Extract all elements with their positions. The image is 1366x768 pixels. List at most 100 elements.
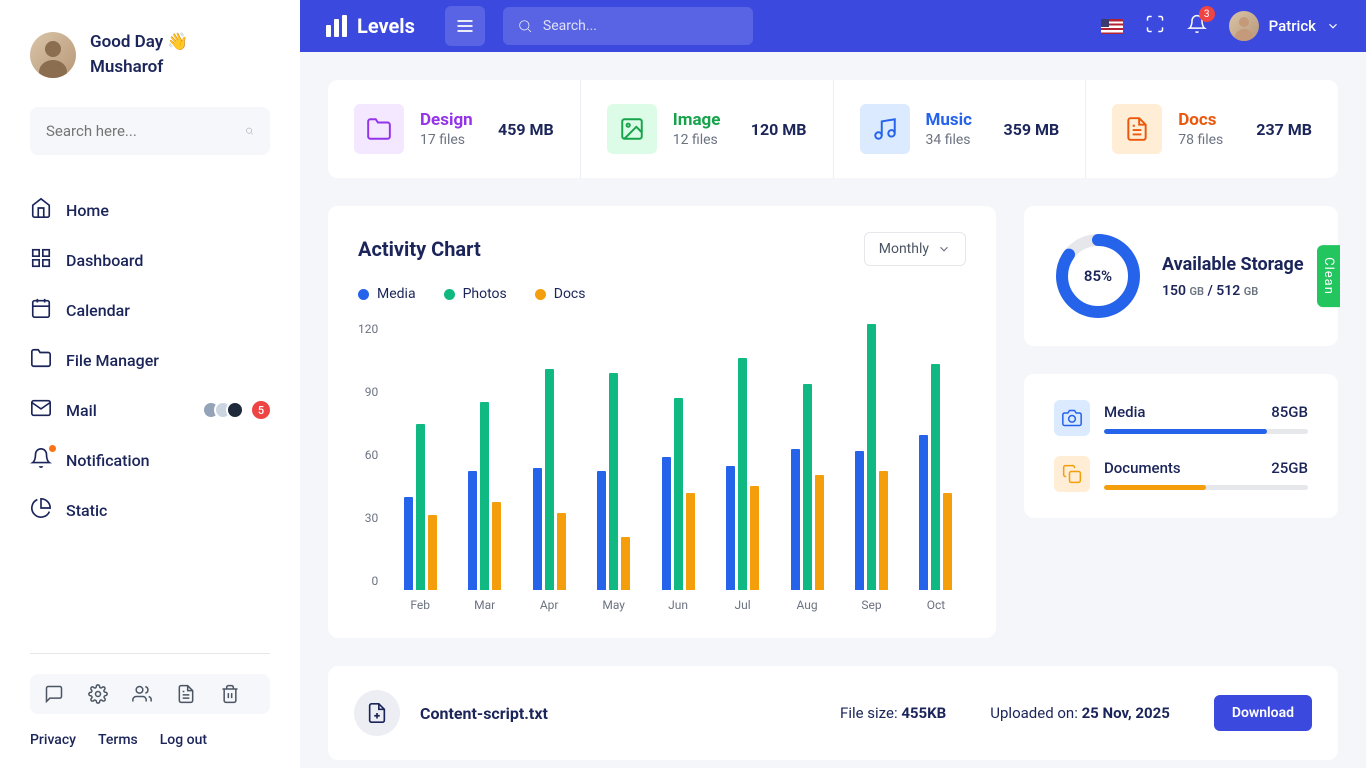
y-axis: 1209060300 (358, 322, 390, 612)
bar (404, 497, 413, 590)
storage-amount: 150 GB / 512 GB (1162, 283, 1304, 299)
nav-item-notification[interactable]: Notification (30, 435, 270, 485)
legend-item: Docs (535, 286, 586, 302)
usage-item-documents: Documents25GB (1054, 456, 1308, 492)
mail-icon (30, 397, 52, 419)
usage-bar (1104, 485, 1308, 490)
y-tick: 120 (358, 322, 378, 336)
avatar (1229, 11, 1259, 41)
logo[interactable]: Levels (326, 14, 415, 38)
stat-card-music[interactable]: Music34 files359 MB (834, 80, 1087, 178)
nav-item-calendar[interactable]: Calendar (30, 285, 270, 335)
clean-badge[interactable]: Clean (1317, 245, 1340, 307)
camera-icon (1054, 400, 1090, 436)
document-icon[interactable] (176, 684, 196, 704)
usage-panel: Media85GBDocuments25GB (1024, 374, 1338, 518)
nav-item-home[interactable]: Home (30, 185, 270, 235)
stat-size: 237 MB (1256, 120, 1312, 139)
stat-card-image[interactable]: Image12 files120 MB (581, 80, 834, 178)
month-group: Sep (842, 324, 902, 612)
search-icon (517, 18, 533, 34)
trash-icon[interactable] (220, 684, 240, 704)
stat-title: Design (420, 110, 482, 130)
footer-link-terms[interactable]: Terms (98, 732, 138, 748)
bars-area: FebMarAprMayJunJulAugSepOct (390, 322, 966, 612)
usage-label: Documents (1104, 459, 1181, 477)
flag-icon[interactable] (1101, 19, 1123, 34)
bar (791, 449, 800, 591)
chat-icon[interactable] (44, 684, 64, 704)
bar (686, 493, 695, 591)
folder-icon (354, 104, 404, 154)
stat-size: 459 MB (498, 120, 554, 139)
nav-item-static[interactable]: Static (30, 485, 270, 535)
stat-title: Image (673, 110, 735, 130)
footer-link-log-out[interactable]: Log out (160, 732, 207, 748)
brand-name: Levels (357, 14, 415, 38)
header: Levels 3 Patrick (300, 0, 1366, 52)
bar (931, 364, 940, 590)
mail-badge: 5 (208, 401, 270, 419)
month-group: Apr (519, 324, 579, 612)
settings-icon[interactable] (88, 684, 108, 704)
tool-row (30, 674, 270, 714)
grid-icon (30, 247, 52, 269)
user-profile[interactable]: Good Day 👋 Musharof (30, 30, 270, 79)
bar (738, 358, 747, 591)
x-label: Jul (735, 598, 751, 612)
download-button[interactable]: Download (1214, 695, 1312, 731)
file-icon (1112, 104, 1162, 154)
nav-label: Mail (66, 401, 97, 420)
stat-card-design[interactable]: Design17 files459 MB (328, 80, 581, 178)
legend-item: Photos (444, 286, 507, 302)
month-group: Oct (906, 324, 966, 612)
header-search[interactable] (503, 7, 753, 45)
legend-item: Media (358, 286, 416, 302)
image-icon (607, 104, 657, 154)
storage-ring: 85% (1054, 232, 1142, 320)
stat-files: 34 files (926, 132, 988, 148)
nav-item-dashboard[interactable]: Dashboard (30, 235, 270, 285)
usage-label: Media (1104, 403, 1146, 421)
nav-label: Dashboard (66, 251, 143, 270)
chevron-down-icon (937, 242, 951, 256)
bar (492, 502, 501, 591)
bar (879, 471, 888, 591)
folder-icon (30, 347, 52, 369)
activity-chart-panel: Activity Chart Monthly MediaPhotosDocs 1… (328, 206, 996, 638)
fullscreen-button[interactable] (1145, 14, 1165, 38)
sidebar-search-input[interactable] (46, 122, 245, 140)
chart-legend: Media Photos Docs (358, 286, 966, 302)
user-menu[interactable]: Patrick (1229, 11, 1340, 41)
nav-item-mail[interactable]: Mail 5 (30, 385, 270, 435)
nav-item-file-manager[interactable]: File Manager (30, 335, 270, 385)
x-label: Aug (796, 598, 817, 612)
x-label: Oct (927, 598, 945, 612)
file-row: Content-script.txt File size: 455KB Uplo… (328, 666, 1338, 760)
stat-size: 120 MB (751, 120, 807, 139)
stats-row: Design17 files459 MBImage12 files120 MB M… (328, 80, 1338, 178)
footer-link-privacy[interactable]: Privacy (30, 732, 76, 748)
bar (815, 475, 824, 590)
menu-toggle[interactable] (445, 6, 485, 46)
x-label: May (602, 598, 625, 612)
month-group: Jul (713, 324, 773, 612)
bar (533, 468, 542, 590)
stat-card-docs[interactable]: Docs78 files237 MB (1086, 80, 1338, 178)
notifications-button[interactable]: 3 (1187, 14, 1207, 38)
chart-period-dropdown[interactable]: Monthly (864, 232, 966, 266)
y-tick: 0 (371, 574, 378, 588)
stat-title: Music (926, 110, 988, 130)
bar (867, 324, 876, 590)
header-search-input[interactable] (543, 18, 739, 34)
sidebar-search[interactable] (30, 107, 270, 155)
bar (803, 384, 812, 590)
month-group: Aug (777, 324, 837, 612)
nav-label: Home (66, 201, 109, 220)
bar (468, 471, 477, 591)
footer-links: Privacy Terms Log out (30, 732, 270, 748)
logo-icon (326, 15, 347, 37)
users-icon[interactable] (132, 684, 152, 704)
y-tick: 30 (365, 511, 379, 525)
user-name: Patrick (1269, 17, 1316, 35)
